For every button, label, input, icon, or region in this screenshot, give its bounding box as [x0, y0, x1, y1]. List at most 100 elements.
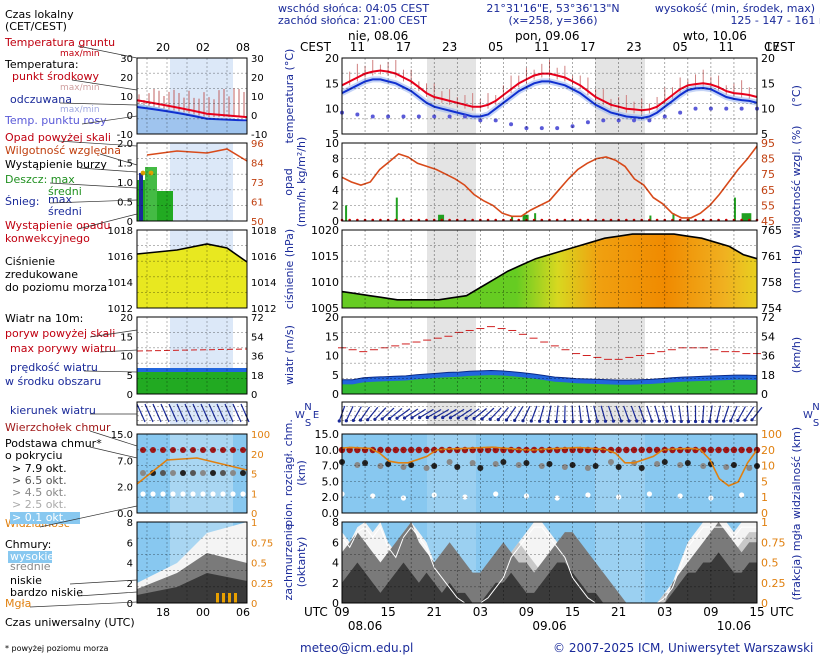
- legend-leader-line: [30, 602, 137, 607]
- y-tick: 10: [325, 137, 339, 150]
- legend-entry: Ciśnienie: [5, 255, 55, 268]
- compass-n: N: [304, 402, 311, 413]
- legend-entry: Temp. punktu rosy: [4, 114, 107, 127]
- wind-arrow-head: [449, 416, 452, 419]
- cloud-base-dot: [678, 493, 683, 498]
- grid-point-text: (x=258, y=366): [508, 14, 597, 27]
- legend-entry: max porywy wiatru: [10, 342, 116, 355]
- legend-y-tick: 4: [127, 559, 133, 570]
- axis-title-pressure-mmhg: (mm Hg): [790, 245, 803, 294]
- y-tick: 8: [332, 516, 339, 529]
- bottom-hour-tick: 03: [657, 605, 672, 619]
- y-tick: 10.0: [315, 444, 340, 457]
- legend-cloud-base-dot: [190, 491, 195, 496]
- axis-title-fog: (frakcja) mgła: [790, 524, 803, 601]
- dew-point-dot: [355, 113, 359, 117]
- legend-y-tick: 96: [251, 139, 264, 150]
- legend-y-tick: 61: [251, 198, 264, 209]
- bottom-hour-tick: 09: [703, 605, 718, 619]
- wind-arrow-head: [538, 420, 541, 423]
- night-band: [595, 434, 645, 513]
- legend-y-tick: 18: [251, 371, 264, 382]
- legend-y-tick: 1018: [251, 226, 276, 237]
- legend-y-tick: 0.75: [251, 538, 273, 549]
- y-tick: 85: [761, 153, 775, 166]
- wind-arrow-head: [345, 419, 348, 422]
- y-tick: 10: [325, 350, 339, 363]
- legend-tz-hour-3: 08: [236, 41, 250, 54]
- axis-title-wind: wiatr (m/s): [283, 325, 296, 385]
- legend-y-tick: 0: [251, 111, 257, 122]
- wind-arrow-head: [480, 417, 483, 420]
- y-tick: 0: [761, 388, 768, 401]
- legend-entry: średni: [48, 205, 82, 218]
- y-tick: 1010: [311, 276, 339, 289]
- legend-utc-tick: 00: [196, 606, 210, 619]
- y-tick: 761: [761, 250, 782, 263]
- y-tick: 15: [325, 330, 339, 343]
- bottom-hour-tick: 03: [473, 605, 488, 619]
- wind-arrow-head: [650, 419, 653, 422]
- top-hour-tick: 05: [488, 40, 503, 54]
- utc-right: UTC: [770, 605, 794, 619]
- y-tick: 18: [761, 369, 775, 382]
- legend-y-tick: 0.25: [251, 579, 273, 590]
- cloud-base-dot: [377, 463, 383, 469]
- legend-entry: do poziomu morza: [5, 281, 107, 294]
- wind-arrow-head: [418, 416, 421, 419]
- legend-entry: Opad powyżej skali: [5, 131, 111, 144]
- y-tick: 20: [761, 52, 775, 65]
- cloud-base-dot: [493, 461, 499, 467]
- top-hour-tick: 05: [673, 40, 688, 54]
- y-tick: 55: [761, 199, 775, 212]
- top-hour-tick: 23: [626, 40, 641, 54]
- legend-y-tick: 20: [120, 313, 133, 324]
- dew-point-dot: [586, 120, 590, 124]
- contact-email[interactable]: meteo@icm.edu.pl: [300, 641, 413, 655]
- cloud-base-dot: [585, 492, 590, 497]
- y-tick: 10: [761, 460, 775, 473]
- panel-cloud: [137, 434, 757, 513]
- axis-title-visibility: widzialność (km): [790, 427, 803, 519]
- legend-entry: konwekcyjnego: [5, 232, 90, 245]
- legend-cloud-base-dot: [210, 470, 216, 476]
- legend-y-tick: 5: [251, 470, 257, 481]
- legend-fog-bar: [234, 593, 237, 603]
- top-hour-tick: 11: [719, 40, 734, 54]
- footnote: * powyżej poziomu morza: [5, 644, 109, 653]
- wind-arrow-head: [643, 419, 646, 422]
- wind-arrow-head: [426, 416, 429, 419]
- wind-arrow-head: [627, 419, 630, 422]
- cloud-base-dot: [555, 495, 560, 500]
- legend-cloud-base-dot: [240, 491, 245, 496]
- legend-cloud-base-dot: [230, 470, 236, 476]
- y-tick: 20: [761, 444, 775, 457]
- y-tick: 5: [332, 369, 339, 382]
- precip-bar: [734, 198, 736, 221]
- legend-y-tick: 72: [251, 313, 264, 324]
- legend-fog-bar: [216, 593, 219, 603]
- legend-y-tick: 0: [127, 599, 133, 610]
- legend-leader-line: [78, 592, 137, 596]
- legend-cloud-base-dot: [200, 491, 205, 496]
- dew-point-dot: [509, 122, 513, 126]
- cloud-base-dot: [723, 464, 729, 470]
- axis-title-cloud: pion. rozciągł. chm.: [282, 419, 295, 527]
- night-band: [595, 143, 645, 221]
- axis-title-cover-unit: (oktanty): [295, 537, 308, 588]
- wind-arrow-head: [612, 420, 615, 423]
- night-band: [427, 434, 476, 513]
- cloud-base-dot: [677, 462, 683, 468]
- bottom-hour-tick: 15: [565, 605, 580, 619]
- legend-fog-bar: [222, 593, 225, 603]
- wind-arrow-head: [497, 418, 500, 421]
- legend-y-tick: 1: [251, 518, 257, 529]
- compass-s: S: [305, 418, 311, 429]
- legend-y-tick: 1014: [251, 278, 276, 289]
- compass-e: E: [313, 410, 319, 421]
- dew-point-dot: [463, 114, 467, 118]
- y-tick: 2: [332, 577, 339, 590]
- legend-y-tick: 10: [120, 92, 133, 103]
- plot-area-precip: [342, 143, 757, 221]
